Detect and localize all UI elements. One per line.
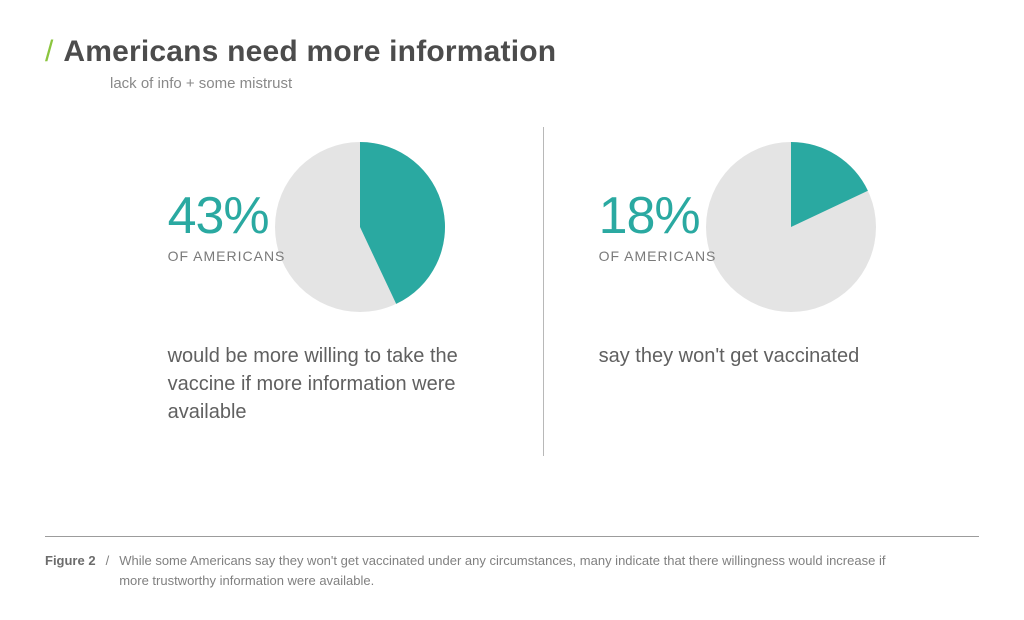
stat-row-right: 18% OF AMERICANS [599, 142, 877, 312]
stat-row-left: 43% OF AMERICANS [168, 142, 446, 312]
title-row: / Americans need more information [45, 35, 979, 69]
stat-text-left: 43% OF AMERICANS [168, 190, 286, 264]
header: / Americans need more information lack o… [45, 35, 979, 92]
footer: Figure 2 / While some Americans say they… [45, 536, 979, 590]
charts-container: 43% OF AMERICANS would be more willing t… [45, 142, 979, 426]
caption-slash-icon: / [106, 551, 110, 590]
page-title: Americans need more information [63, 35, 556, 69]
footer-rule [45, 536, 979, 537]
of-label-right: OF AMERICANS [599, 248, 717, 264]
pie-chart-left [275, 142, 445, 312]
figure-label: Figure 2 [45, 551, 96, 590]
description-right: say they won't get vaccinated [599, 342, 860, 370]
slash-icon: / [45, 35, 53, 69]
percent-left: 43% [168, 190, 286, 242]
chart-panel-right: 18% OF AMERICANS say they won't get vacc… [544, 142, 917, 426]
percent-right: 18% [599, 190, 717, 242]
pie-chart-right [706, 142, 876, 312]
of-label-left: OF AMERICANS [168, 248, 286, 264]
chart-panel-left: 43% OF AMERICANS would be more willing t… [108, 142, 543, 426]
caption-row: Figure 2 / While some Americans say they… [45, 551, 979, 590]
page-subtitle: lack of info + some mistrust [110, 75, 979, 92]
caption-text: While some Americans say they won't get … [119, 551, 899, 590]
description-left: would be more willing to take the vaccin… [168, 342, 488, 426]
stat-text-right: 18% OF AMERICANS [599, 190, 717, 264]
